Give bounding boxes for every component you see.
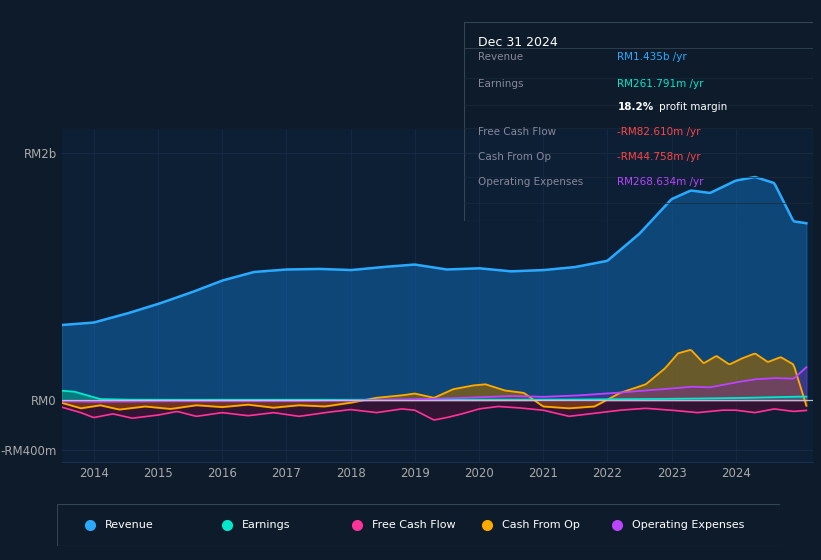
Text: Dec 31 2024: Dec 31 2024: [478, 36, 557, 49]
Text: Operating Expenses: Operating Expenses: [632, 520, 744, 530]
Text: Free Cash Flow: Free Cash Flow: [478, 127, 556, 137]
Text: RM1.435b /yr: RM1.435b /yr: [617, 52, 687, 62]
Text: profit margin: profit margin: [659, 102, 727, 112]
Text: Revenue: Revenue: [104, 520, 154, 530]
Text: -RM44.758m /yr: -RM44.758m /yr: [617, 152, 701, 161]
Text: -RM82.610m /yr: -RM82.610m /yr: [617, 127, 701, 137]
Text: Cash From Op: Cash From Op: [478, 152, 551, 161]
Text: RM268.634m /yr: RM268.634m /yr: [617, 178, 704, 188]
Text: 18.2%: 18.2%: [617, 102, 654, 112]
Text: Earnings: Earnings: [478, 79, 523, 89]
Text: Earnings: Earnings: [241, 520, 290, 530]
Text: Revenue: Revenue: [478, 52, 523, 62]
Text: Cash From Op: Cash From Op: [502, 520, 580, 530]
Text: RM261.791m /yr: RM261.791m /yr: [617, 79, 704, 89]
Text: Operating Expenses: Operating Expenses: [478, 178, 583, 188]
Text: Free Cash Flow: Free Cash Flow: [372, 520, 456, 530]
